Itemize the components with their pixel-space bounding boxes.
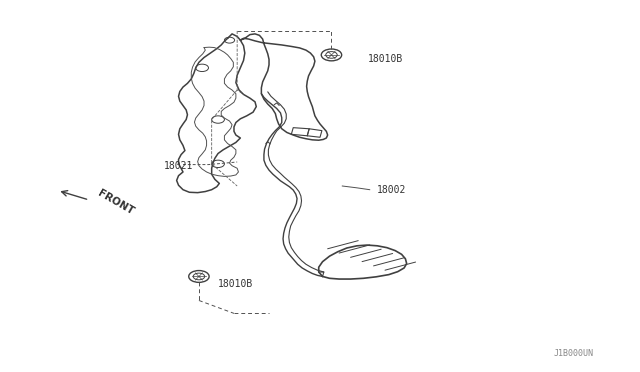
Text: 18002: 18002 xyxy=(378,185,407,195)
Text: 18010B: 18010B xyxy=(368,54,403,64)
Text: 18010B: 18010B xyxy=(218,279,253,289)
Text: FRONT: FRONT xyxy=(96,188,135,217)
Text: J1B000UN: J1B000UN xyxy=(554,350,594,359)
Text: 18021: 18021 xyxy=(164,161,193,171)
